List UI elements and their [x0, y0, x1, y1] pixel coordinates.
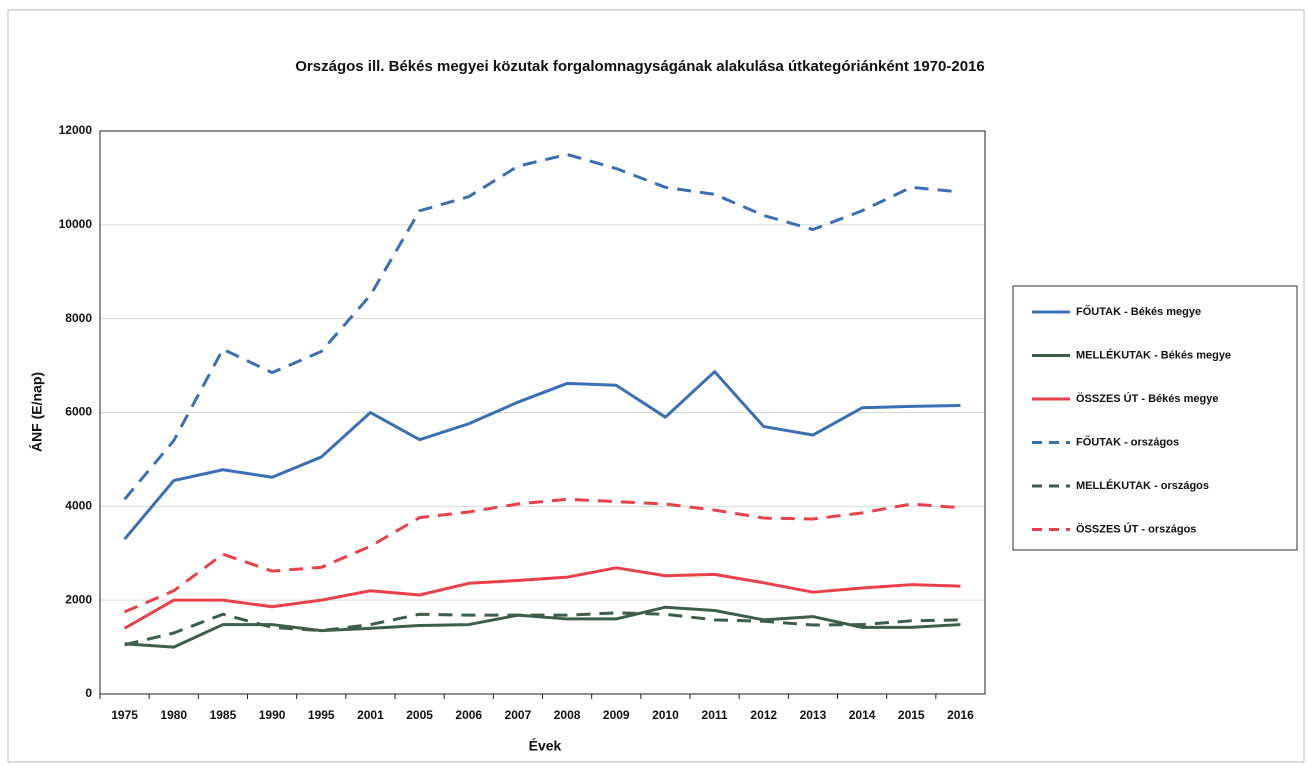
x-tick-label: 2011 [702, 708, 728, 722]
legend-label: ÖSSZES ÚT - országos [1076, 522, 1196, 535]
chart-title: Országos ill. Békés megyei közutak forga… [295, 58, 984, 75]
x-tick-label: 2006 [455, 708, 482, 722]
y-tick-label: 6000 [65, 405, 92, 419]
x-axis-label: Évek [529, 738, 562, 754]
x-tick-label: 1985 [210, 708, 237, 722]
x-tick-label: 2009 [603, 708, 630, 722]
legend-label: FŐUTAK - Békés megye [1076, 305, 1201, 318]
x-tick-label: 1995 [308, 708, 335, 722]
legend-label: ÖSSZES ÚT - Békés megye [1076, 392, 1218, 405]
legend-label: MELLÉKUTAK - Békés megye [1076, 348, 1231, 361]
y-tick-label: 0 [85, 686, 92, 700]
x-tick-label: 1980 [160, 708, 187, 722]
x-tick-label: 2016 [947, 708, 974, 722]
x-tick-label: 1975 [111, 708, 138, 722]
legend-label: FŐUTAK - országos [1076, 435, 1179, 448]
y-tick-label: 10000 [59, 217, 93, 231]
x-tick-label: 2005 [406, 708, 433, 722]
series-line [123, 152, 961, 501]
x-tick-label: 2008 [554, 708, 581, 722]
series-line [123, 497, 961, 614]
series-line [123, 370, 961, 541]
y-tick-label: 4000 [65, 499, 92, 513]
y-tick-label: 12000 [59, 123, 93, 137]
x-tick-label: 2007 [505, 708, 532, 722]
x-tick-label: 1990 [259, 708, 286, 722]
x-tick-label: 2012 [750, 708, 777, 722]
x-tick-label: 2010 [652, 708, 679, 722]
x-tick-label: 2013 [800, 708, 827, 722]
x-tick-label: 2015 [898, 708, 925, 722]
x-tick-label: 2014 [849, 708, 876, 722]
legend-box [1012, 285, 1298, 551]
y-axis-label: ÁNF (E/nap) [29, 372, 45, 452]
x-tick-label: 2001 [357, 708, 384, 722]
y-tick-label: 2000 [65, 592, 92, 606]
legend-label: MELLÉKUTAK - országos [1076, 479, 1209, 492]
y-tick-label: 8000 [65, 311, 92, 325]
series-line [124, 611, 961, 647]
series-line [123, 566, 961, 630]
